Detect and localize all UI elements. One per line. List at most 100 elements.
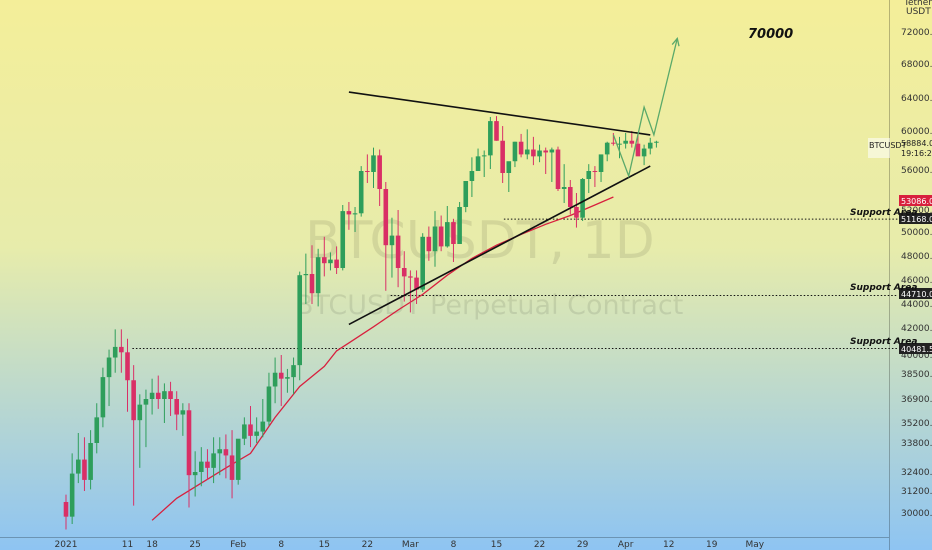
x-tick-label: 8 xyxy=(451,540,457,550)
level-tag-44710-text: 44710.0 xyxy=(901,290,932,299)
candle-body xyxy=(457,207,462,244)
x-tick-label: Apr xyxy=(618,540,634,550)
candle-body xyxy=(543,150,548,153)
candle-body xyxy=(647,142,653,149)
candle-body xyxy=(377,155,382,189)
x-tick-label: 8 xyxy=(278,540,284,550)
drawings xyxy=(348,36,680,326)
candle-body xyxy=(623,140,628,144)
y-tick-label: 48000.0 xyxy=(901,252,932,262)
candle-body xyxy=(389,235,395,246)
symbol-tag-price: 58884.0 xyxy=(901,139,932,148)
candle-body xyxy=(192,472,198,476)
candle-body xyxy=(654,141,659,143)
time-axis[interactable]: 2021 11 18 25 Feb 8 15 22 Mar 8 15 22 29 Apr 12 19 May xyxy=(55,540,765,550)
candle-body xyxy=(592,171,598,172)
candle-body xyxy=(143,399,149,405)
projection-arrowhead xyxy=(671,36,680,47)
candle-body xyxy=(401,268,407,277)
x-tick-label: 22 xyxy=(362,540,373,550)
y-tick-label: 36900.0 xyxy=(901,395,932,405)
candle-body xyxy=(211,453,216,468)
candle-body xyxy=(438,226,444,247)
candle-body xyxy=(635,143,641,157)
candle-body xyxy=(100,377,106,418)
symbol-tag-countdown: 19:16:28 xyxy=(901,149,932,158)
candle-body xyxy=(512,141,518,162)
level-tag-44710: 44710.0 xyxy=(899,288,932,299)
candle-body xyxy=(69,473,75,517)
y-tick-label: 46000.0 xyxy=(901,276,932,286)
x-tick-label: Feb xyxy=(230,540,246,550)
candle-body xyxy=(149,392,155,399)
candle-body xyxy=(352,213,358,215)
x-tick-label: Mar xyxy=(402,540,419,550)
candle-body xyxy=(494,121,499,141)
candle-body xyxy=(598,154,604,172)
candle-body xyxy=(518,141,524,155)
candle-body xyxy=(445,222,450,247)
candle-body xyxy=(451,222,456,244)
x-tick-label: 19 xyxy=(706,540,718,550)
x-tick-label: 18 xyxy=(146,540,158,550)
y-tick-label: 40000.0 xyxy=(901,351,932,361)
y-tick-label: 33800.0 xyxy=(901,439,932,449)
candle-body xyxy=(303,274,309,276)
y-tick-label: 56000.0 xyxy=(901,166,932,176)
current-price-tag-box xyxy=(899,195,932,206)
candle-body xyxy=(217,449,223,454)
candle-body xyxy=(408,276,413,278)
candle-body xyxy=(199,461,204,472)
candle-body xyxy=(383,189,389,246)
symbol-watermark: BTCUSDT, 1D xyxy=(305,211,655,271)
candle-body xyxy=(272,372,278,387)
y-tick-label: 60000.0 xyxy=(901,127,932,137)
candle-body xyxy=(229,455,235,480)
level-tag-51168: 51168.0 xyxy=(899,213,932,224)
level-tag-51168-text: 51168.0 xyxy=(901,215,932,224)
candle-body xyxy=(371,155,376,172)
x-tick-label: 2021 xyxy=(55,540,78,550)
candle-body xyxy=(617,143,622,145)
candle-body xyxy=(358,171,364,214)
symbol-price-tag: BTCUSDT 58884.0 19:16:28 xyxy=(868,138,932,158)
candle-body xyxy=(531,149,536,157)
level-tag-40481-text: 40481.5 xyxy=(901,345,932,354)
candle-body xyxy=(315,257,321,294)
candle-body xyxy=(82,459,87,480)
candle-body xyxy=(537,150,542,157)
y-tick-label: 52000.0 xyxy=(901,206,932,216)
candle-body xyxy=(180,410,186,415)
candle-body xyxy=(395,235,401,268)
y-tick-label: 64000.0 xyxy=(901,94,932,104)
current-price-tag-text: 53086.0 xyxy=(901,197,932,206)
symbol-tag-box xyxy=(868,138,890,158)
level-tag-40481-box xyxy=(899,343,932,354)
y-tick-label: 44000.0 xyxy=(901,300,932,310)
candle-body xyxy=(235,438,241,480)
candle-body xyxy=(328,259,333,264)
y-tick-label: 31200.0 xyxy=(901,487,932,497)
candle-body xyxy=(155,392,161,399)
level-tag-44710-box xyxy=(899,288,932,299)
candle-body xyxy=(506,161,512,173)
candle-body xyxy=(580,179,585,218)
candle-body xyxy=(346,211,352,215)
candle-body xyxy=(481,155,487,157)
candle-body xyxy=(76,459,81,474)
candle-body xyxy=(125,352,130,381)
y-tick-label: 68000.0 xyxy=(901,60,932,70)
candle-body xyxy=(94,417,100,443)
candle-body xyxy=(291,365,296,378)
candle-body xyxy=(463,181,469,207)
candle-body xyxy=(119,346,124,353)
candle-body xyxy=(260,421,266,432)
target-label: 70000 xyxy=(748,27,793,42)
price-axis[interactable]: 30000.0 31200.0 32400.0 33800.0 35200.0 36900… xyxy=(901,28,932,519)
candle-body xyxy=(334,259,339,268)
candle-body xyxy=(641,148,647,157)
candle-body xyxy=(285,377,290,379)
y-tick-label: 30000.0 xyxy=(901,509,932,519)
